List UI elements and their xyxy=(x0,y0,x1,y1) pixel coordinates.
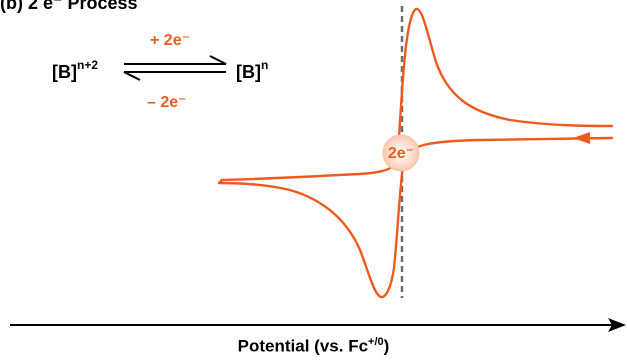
reverse-electron-label: – 2e⁻ xyxy=(147,94,187,111)
electron-badge-label: 2e⁻ xyxy=(387,145,415,162)
axis-title-base: Potential (vs. Fc xyxy=(237,336,369,356)
scan-direction-arrowhead xyxy=(573,132,590,144)
potential-axis xyxy=(10,318,626,332)
oxidized-species-label: [B]n+2 xyxy=(52,58,99,83)
forward-electron-label: + 2e⁻ xyxy=(150,32,191,49)
axis-title-end: ) xyxy=(383,336,390,356)
reduced-species-label: [B]n xyxy=(236,58,269,83)
equilibrium-arrows xyxy=(123,55,227,81)
forward-harpoon-arrow xyxy=(124,55,227,65)
reverse-harpoon-arrow xyxy=(123,71,226,81)
oxidized-species-charge: n+2 xyxy=(77,58,99,72)
potential-axis-arrowhead xyxy=(608,318,626,332)
reduced-species-base: [B] xyxy=(236,62,261,82)
potential-axis-title: Potential (vs. Fc+/0) xyxy=(0,336,627,357)
figure-label: (b) 2 e⁻ Process xyxy=(0,0,138,13)
cv-trace xyxy=(217,7,614,299)
oxidized-species-base: [B] xyxy=(52,62,77,82)
axis-title-superscript: +/0 xyxy=(368,336,384,348)
electron-badge-circle xyxy=(382,134,420,172)
reduced-species-charge: n xyxy=(261,58,269,72)
